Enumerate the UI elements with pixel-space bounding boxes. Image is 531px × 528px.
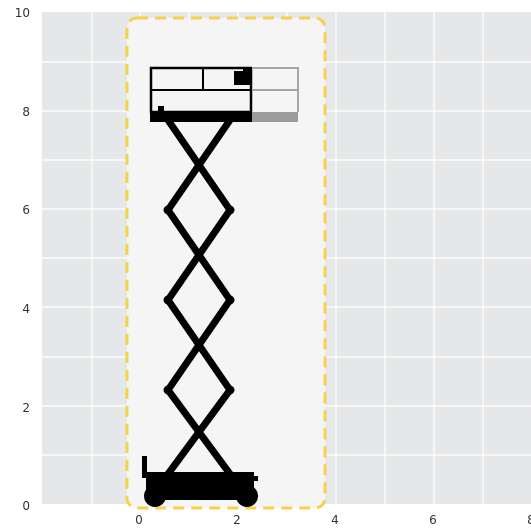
rear-wheel xyxy=(144,485,166,507)
y-tick-label: 4 xyxy=(22,302,30,316)
extension-deck xyxy=(252,67,299,122)
control-box xyxy=(234,71,250,85)
y-tick-label: 6 xyxy=(22,203,30,217)
rear-handle xyxy=(142,456,147,478)
x-tick-label: 8 xyxy=(527,513,531,527)
y-axis: 10 8 6 4 2 0 xyxy=(15,6,30,513)
y-tick-label: 2 xyxy=(22,401,30,415)
deck-marker xyxy=(158,106,164,112)
working-envelope xyxy=(125,16,327,510)
x-tick-label: 4 xyxy=(331,513,339,527)
y-tick-label: 0 xyxy=(22,499,30,513)
platform-guardrail xyxy=(149,66,253,114)
x-tick-label: 2 xyxy=(233,513,241,527)
control-box-lever xyxy=(243,67,250,72)
x-axis: 0 2 4 6 8 xyxy=(135,513,531,527)
platform-deck xyxy=(150,112,252,122)
scissor-pivots xyxy=(163,205,235,395)
front-wheel xyxy=(236,485,258,507)
y-tick-label: 10 xyxy=(15,6,30,20)
y-tick-label: 8 xyxy=(22,105,30,119)
x-tick-label: 0 xyxy=(135,513,143,527)
chassis-front-bumper xyxy=(248,476,258,481)
scissor-lift-icon xyxy=(142,66,299,507)
x-tick-label: 6 xyxy=(429,513,437,527)
